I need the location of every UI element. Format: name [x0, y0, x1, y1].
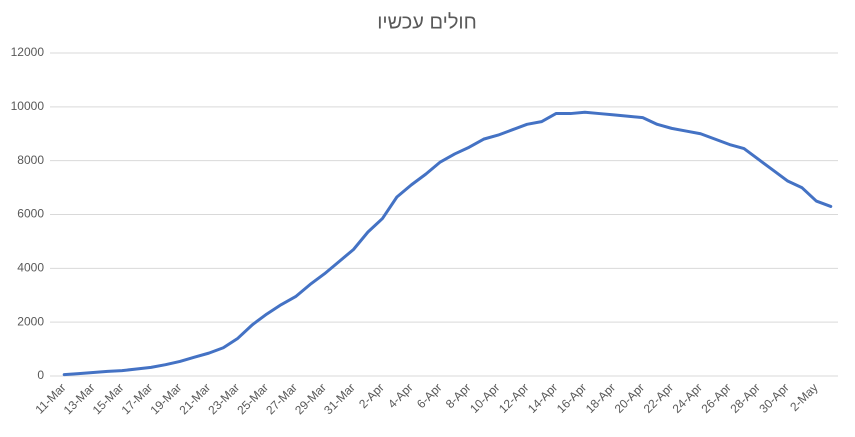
- y-tick-label: 12000: [11, 45, 45, 59]
- y-tick-label: 0: [37, 368, 44, 382]
- chart-title: חולים עכשיו: [377, 11, 477, 33]
- y-tick-label: 8000: [17, 153, 44, 167]
- data-line: [62, 110, 833, 377]
- y-tick-label: 6000: [17, 207, 44, 221]
- y-tick-label: 2000: [17, 314, 44, 328]
- y-tick-label: 4000: [17, 261, 44, 275]
- y-tick-label: 10000: [11, 99, 45, 113]
